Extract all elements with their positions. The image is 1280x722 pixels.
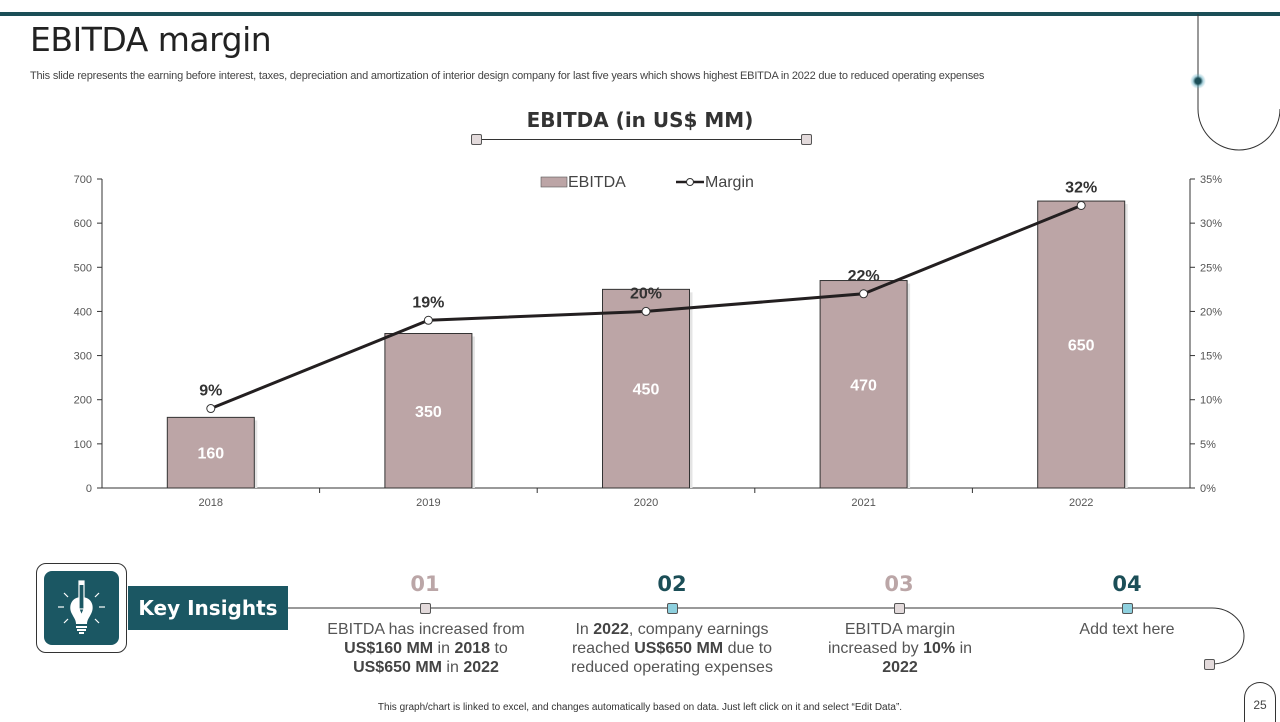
- insight-highlight: US$650 MM: [634, 640, 724, 657]
- timeline-node-01: [420, 603, 431, 614]
- left-axis-tick-label: 0: [86, 483, 92, 495]
- margin-data-label: 19%: [412, 294, 444, 311]
- left-axis-tick-label: 200: [74, 395, 92, 407]
- insight-text-04[interactable]: Add text here: [1027, 620, 1227, 639]
- ebitda-data-label: 450: [633, 382, 660, 399]
- key-insights-icon-box: [44, 571, 119, 645]
- insight-text-01: EBITDA has increased from US$160 MM in 2…: [315, 620, 537, 677]
- sparkle-icon: [1190, 73, 1206, 89]
- insight-highlight: 2018: [454, 640, 491, 657]
- insight-highlight: US$650 MM: [353, 659, 442, 676]
- ebitda-bar: [602, 288, 690, 489]
- margin-data-label: 20%: [630, 285, 662, 302]
- chart-legend: EBITDA Margin: [540, 174, 754, 191]
- timeline-end-node: [1204, 659, 1215, 670]
- right-axis-tick-label: 35%: [1200, 174, 1222, 186]
- left-axis-tick-label: 100: [74, 439, 92, 451]
- top-accent-bar: [0, 12, 1280, 16]
- ebitda-data-label: 650: [1068, 338, 1095, 355]
- chart-title-underline: [476, 139, 806, 140]
- x-axis-tick-label: 2021: [851, 497, 875, 509]
- insight-text-part: , company earnings reached: [571, 621, 769, 657]
- left-axis-tick-label: 300: [74, 351, 92, 363]
- right-axis-tick-label: 5%: [1200, 439, 1216, 451]
- ebitda-bar: [166, 416, 255, 489]
- margin-data-label: 22%: [848, 268, 880, 285]
- ebitda-bar: [819, 280, 908, 489]
- timeline-node-02: [667, 603, 678, 614]
- insight-highlight: 2022: [882, 659, 918, 676]
- x-axis-tick-label: 2018: [199, 497, 223, 509]
- insight-text-part: due to reduced operating expenses: [571, 640, 773, 676]
- margin-point: [206, 404, 216, 414]
- insight-text-part: EBITDA margin increased by: [827, 621, 956, 657]
- decorative-arc: [1197, 14, 1280, 151]
- margin-point: [1076, 200, 1086, 210]
- insight-highlight: 2022: [593, 621, 629, 638]
- legend-ebitda-label: EBITDA: [568, 174, 626, 191]
- ebitda-chart[interactable]: 0 100 200 300 400 500 600 700 0% 5% 10% 15% 20% 25% 30…: [0, 160, 1280, 520]
- key-insights-icon-frame: [36, 563, 127, 653]
- insight-number-04: 04: [1112, 572, 1142, 596]
- title-line-left-node: [471, 134, 482, 145]
- insight-highlight: US$160 MM: [344, 640, 434, 657]
- ebitda-bar: [384, 333, 473, 489]
- footer-note: This graph/chart is linked to excel, and…: [377, 702, 903, 713]
- insight-text-part: in: [441, 659, 464, 676]
- x-axis-tick-label: 2019: [416, 497, 440, 509]
- insight-text-part: Add text here: [1079, 621, 1175, 638]
- right-axis-tick-label: 0%: [1200, 483, 1216, 495]
- data-labels: 160 350 450 470 650 9% 19% 20% 22% 32%: [197, 179, 1097, 462]
- timeline-node-03: [894, 603, 905, 614]
- x-axis-tick-label: 2020: [634, 497, 658, 509]
- page-number: 25: [1244, 682, 1276, 722]
- margin-point: [641, 306, 651, 316]
- margin-point: [859, 289, 869, 299]
- right-axis-tick-label: 10%: [1200, 395, 1222, 407]
- insight-number-01: 01: [410, 572, 440, 596]
- insight-number-02: 02: [657, 572, 687, 596]
- insight-number-03: 03: [884, 572, 914, 596]
- insight-highlight: 10%: [923, 640, 956, 657]
- key-insights-label: Key Insights: [128, 586, 288, 630]
- insight-text-part: In: [575, 621, 594, 638]
- bar-series: [166, 200, 1128, 489]
- ebitda-data-label: 160: [197, 446, 224, 463]
- margin-line-series: [206, 200, 1086, 414]
- left-axis-tick-label: 500: [74, 262, 92, 274]
- margin-point: [423, 315, 433, 325]
- right-axis-tick-label: 20%: [1200, 306, 1222, 318]
- lightbulb-pencil-icon: [58, 580, 105, 634]
- left-axis-tick-label: 600: [74, 218, 92, 230]
- left-axis-tick-label: 700: [74, 174, 92, 186]
- left-axis-tick-label: 400: [74, 306, 92, 318]
- right-axis-tick-label: 15%: [1200, 351, 1222, 363]
- insight-highlight: 2022: [463, 659, 499, 676]
- slide-description: This slide represents the earning before…: [30, 70, 985, 82]
- page-title: EBITDA margin: [30, 20, 272, 59]
- chart-title: EBITDA (in US$ MM): [526, 108, 754, 132]
- legend-margin-label: Margin: [705, 174, 754, 191]
- insight-text-part: to: [490, 640, 508, 657]
- legend-ebitda-swatch: [540, 176, 568, 188]
- right-axis-tick-label: 30%: [1200, 218, 1222, 230]
- chart-axes: 0 100 200 300 400 500 600 700 0% 5% 10% 15% 20% 25% 30…: [74, 174, 1223, 509]
- timeline-node-04: [1122, 603, 1133, 614]
- ebitda-bar: [1037, 200, 1126, 489]
- insight-text-part: in: [955, 640, 973, 657]
- insight-text-part: in: [433, 640, 455, 657]
- ebitda-data-label: 350: [415, 404, 442, 421]
- title-line-right-node: [801, 134, 812, 145]
- x-axis-tick-label: 2022: [1069, 497, 1093, 509]
- margin-data-label: 32%: [1065, 179, 1097, 196]
- ebitda-data-label: 470: [850, 377, 877, 394]
- insight-text-02: In 2022, company earnings reached US$650…: [565, 620, 779, 677]
- right-axis-tick-label: 25%: [1200, 262, 1222, 274]
- insight-text-part: EBITDA has increased from: [327, 621, 525, 638]
- legend-margin-marker: [686, 178, 694, 186]
- margin-data-label: 9%: [199, 383, 222, 400]
- insight-text-03: EBITDA margin increased by 10% in 2022: [820, 620, 980, 677]
